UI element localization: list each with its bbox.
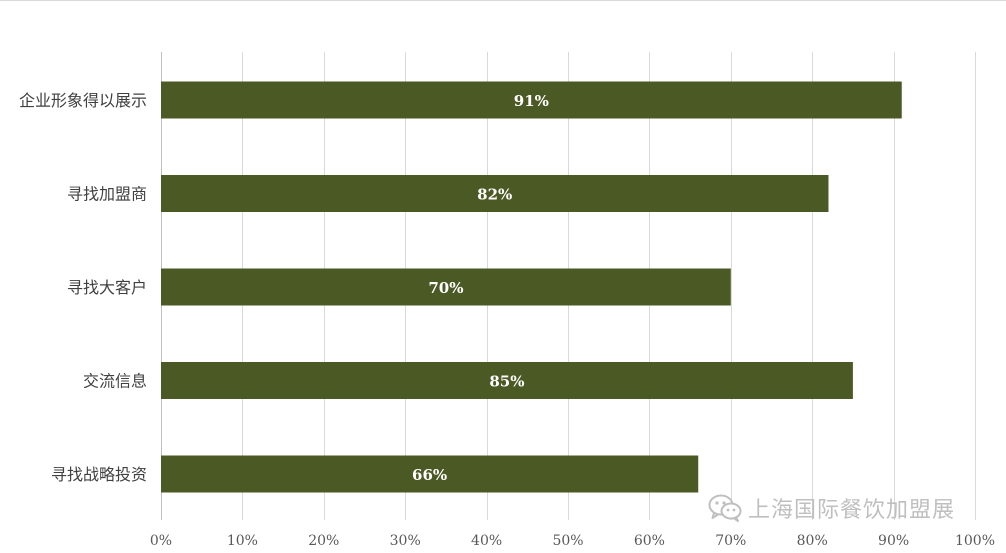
x-tick-label: 80%: [797, 533, 828, 549]
x-tick-label: 30%: [390, 533, 421, 549]
bar: [161, 268, 731, 306]
bar: [161, 455, 699, 493]
category-label: 交流信息: [83, 372, 147, 391]
category-label: 寻找战略投资: [51, 465, 147, 484]
data-label: 91%: [514, 92, 549, 110]
top-border: [0, 0, 1006, 1]
x-tick-labels: 0% 10% 20% 30% 40% 50% 60% 70% 80% 90% 100%: [150, 533, 995, 549]
x-tick-label: 40%: [471, 533, 502, 549]
bar: [161, 81, 902, 119]
x-tick-label: 90%: [878, 533, 909, 549]
watermark-text: 上海国际餐饮加盟展: [748, 498, 956, 523]
x-tick-label: 100%: [955, 533, 995, 549]
data-label: 70%: [428, 279, 463, 297]
data-label: 85%: [489, 373, 524, 391]
bar: [161, 175, 829, 212]
x-tick-label: 20%: [308, 533, 339, 549]
category-label: 寻找大客户: [67, 278, 147, 297]
data-label: 66%: [412, 466, 447, 484]
x-tick-label: 0%: [150, 533, 172, 549]
bars: 91% 82% 70% 85% 66%: [161, 81, 902, 493]
category-label: 企业形象得以展示: [19, 91, 147, 110]
watermark: 上海国际餐饮加盟展: [708, 492, 955, 524]
category-label: 寻找加盟商: [67, 185, 147, 204]
wechat-icon: [708, 494, 742, 522]
x-tick-label: 10%: [227, 533, 258, 549]
x-tick-label: 70%: [715, 533, 746, 549]
x-tick-label: 50%: [552, 533, 583, 549]
bar: [161, 362, 853, 399]
x-tick-label: 60%: [634, 533, 665, 549]
data-label: 82%: [477, 186, 512, 204]
gridlines: [161, 52, 976, 520]
